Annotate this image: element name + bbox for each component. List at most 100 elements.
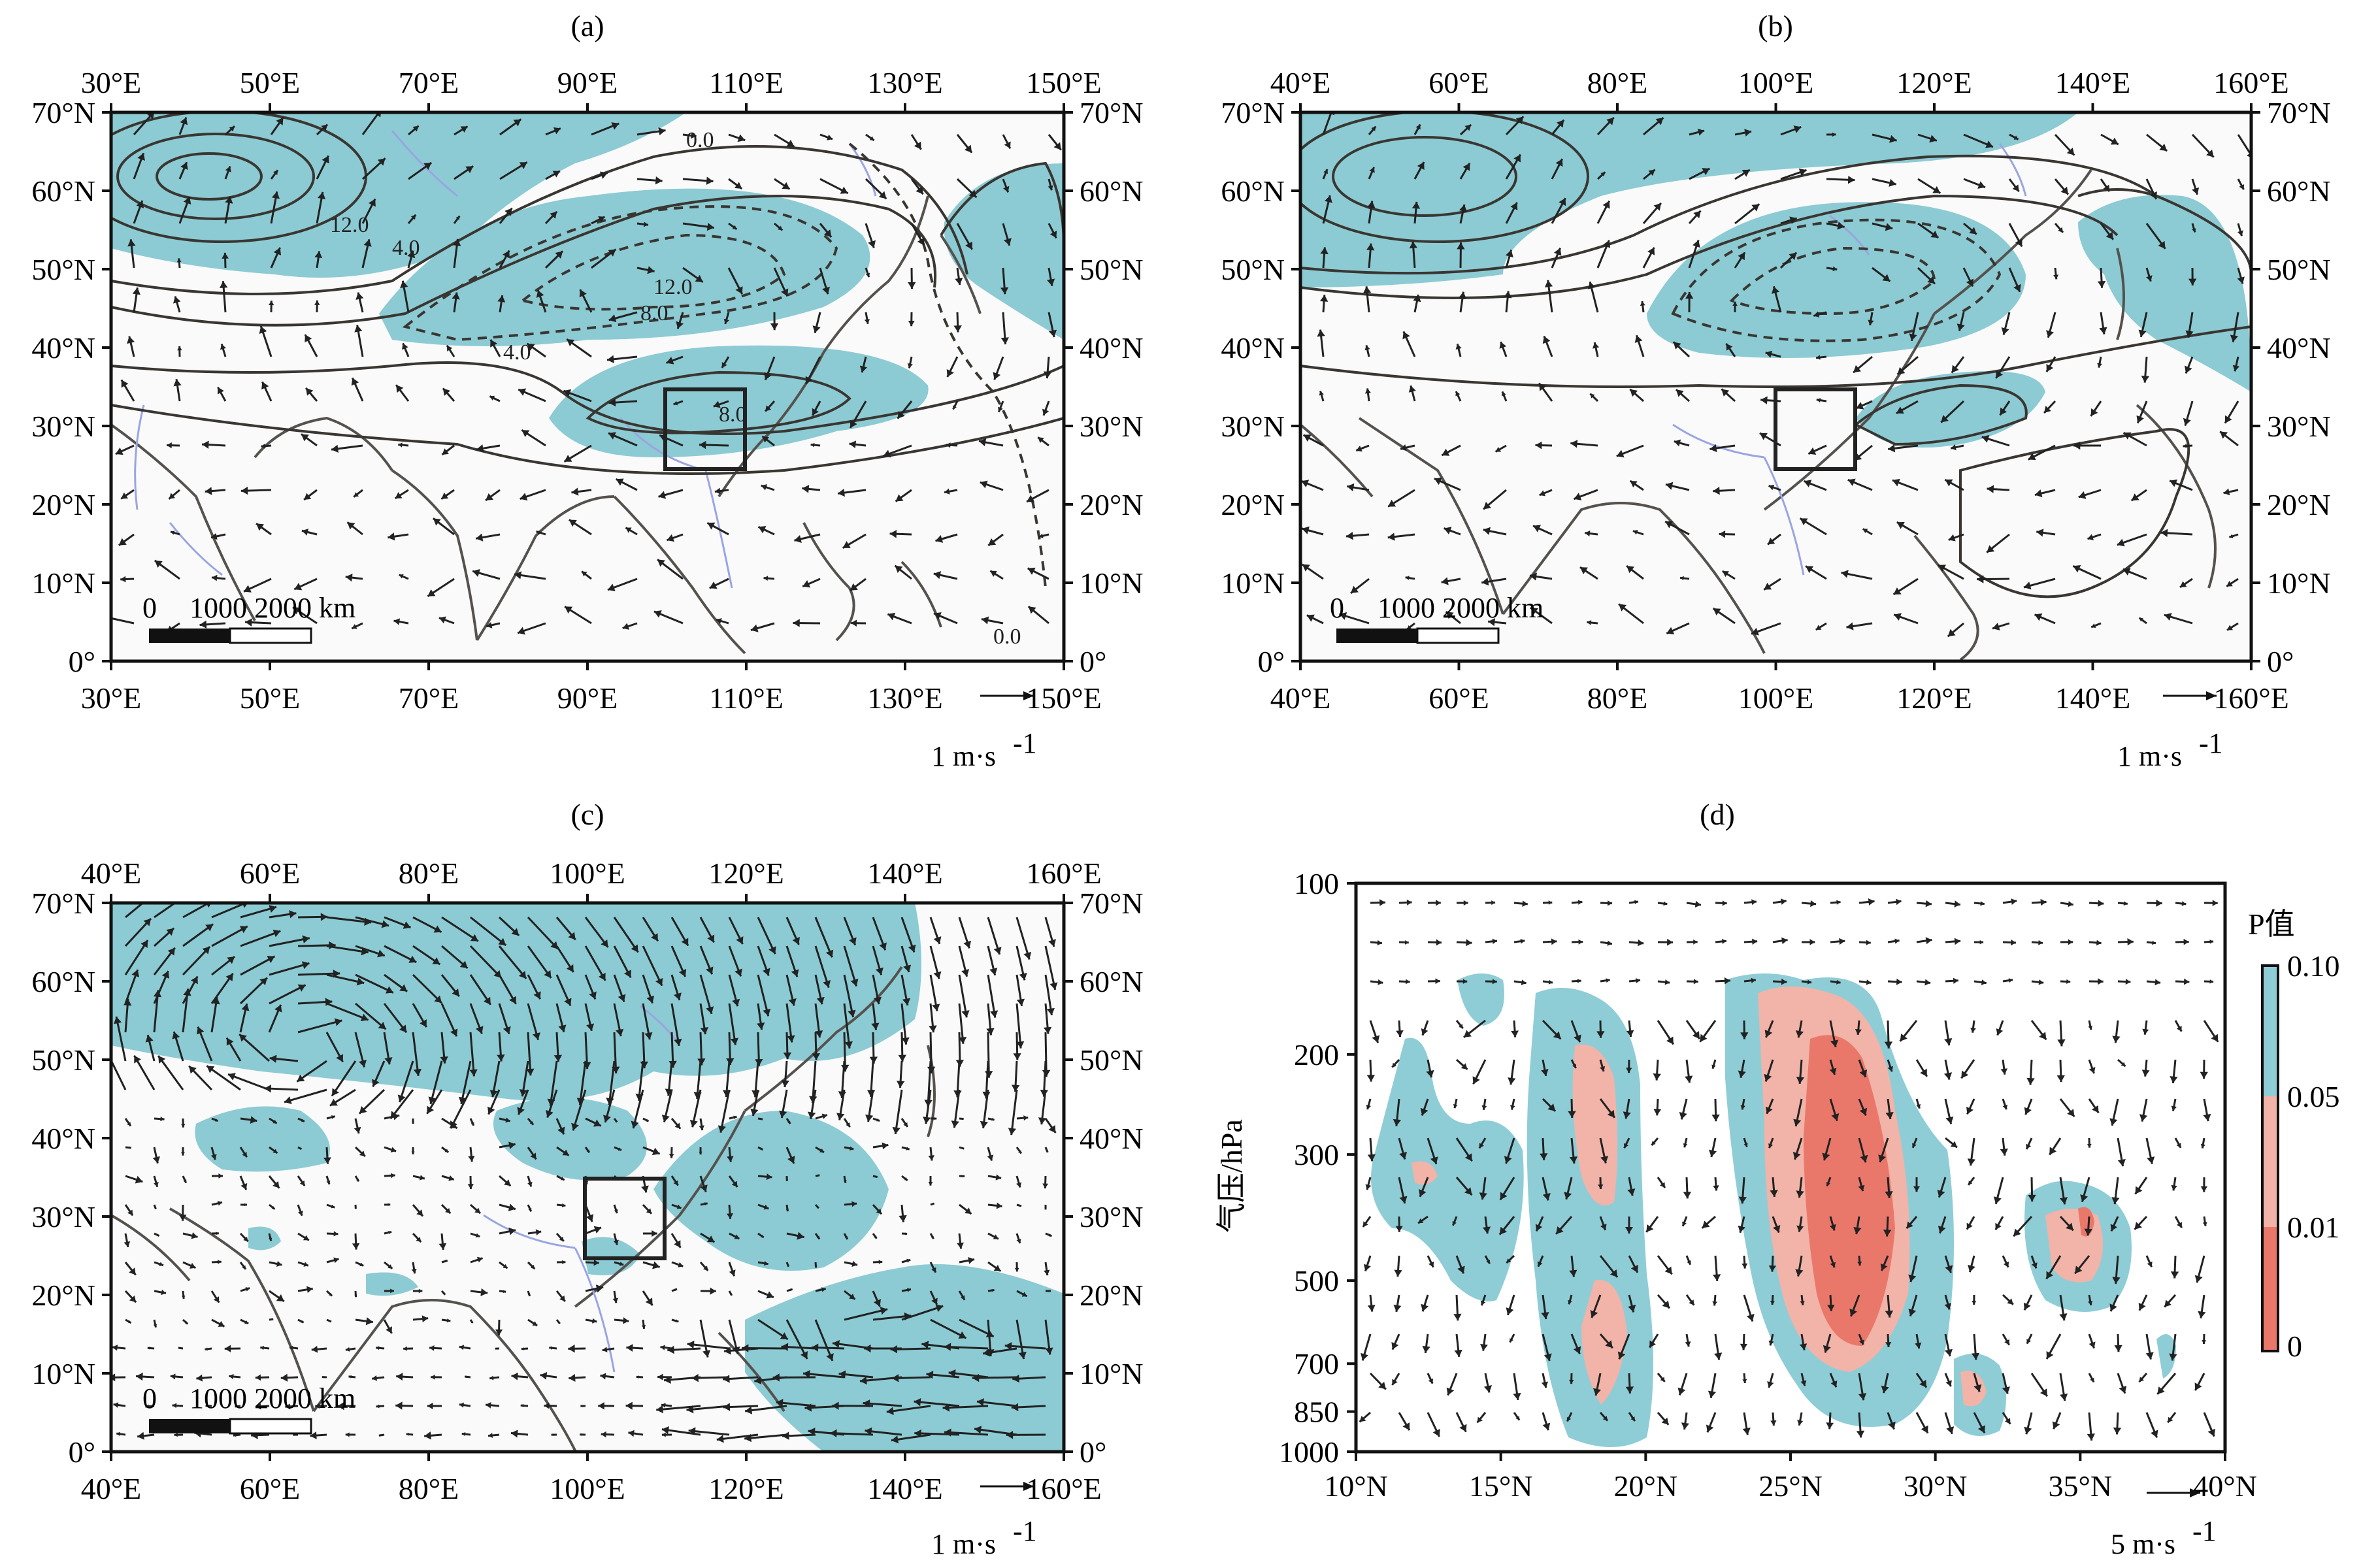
wind-vector-head — [431, 1374, 435, 1380]
wind-vector-head — [760, 1147, 763, 1151]
lat-tick-label-left: 30°N — [31, 1200, 95, 1233]
wind-vector-head — [132, 287, 140, 295]
wind-vector-head — [1402, 331, 1410, 340]
wind-vector-head — [269, 301, 274, 306]
wind-vector-head — [1626, 1030, 1634, 1037]
wind-vector-head — [2181, 901, 2187, 906]
wind-vector-head — [1985, 140, 1993, 148]
wind-vector-head — [898, 1054, 906, 1062]
wind-vector-head — [434, 995, 442, 1004]
wind-vector-head — [2024, 1426, 2032, 1435]
wind-vector-head — [411, 1268, 417, 1274]
wind-vector-head — [598, 1402, 604, 1410]
lat-tick-label-left: 60°N — [1221, 174, 1285, 208]
wind-vector-head — [301, 961, 310, 970]
wind-vector-head — [489, 395, 495, 401]
wind-vector-head — [293, 607, 301, 615]
wind-vector-head — [944, 1343, 951, 1351]
wind-vector-head — [427, 1105, 435, 1114]
wind-vector-head — [1623, 1111, 1631, 1119]
wind-vector-head — [1970, 1027, 1976, 1033]
wind-vector-head — [660, 1345, 665, 1350]
wind-vector — [716, 1433, 759, 1441]
wind-vector-head — [1444, 527, 1452, 534]
wind-vector-head — [944, 488, 950, 495]
wind-vector-head — [210, 1154, 217, 1160]
wind-vector-head — [178, 1347, 180, 1350]
wind-vector-head — [619, 1262, 624, 1266]
wind-vector-head — [953, 405, 957, 410]
wind-vector-head — [1553, 1031, 1561, 1039]
wind-vector-head — [1712, 1274, 1721, 1281]
wind-vector-head — [1539, 383, 1547, 391]
lat-tick-label-left: 50°N — [31, 253, 95, 286]
wind-vector-head — [667, 1345, 674, 1354]
wind-vector-head — [489, 1090, 498, 1098]
lon-tick-label-bottom: 40°E — [81, 1472, 142, 1505]
svg-text:1 m·s: 1 m·s — [2117, 740, 2182, 772]
wind-vector-head — [980, 1120, 989, 1128]
wind-vector-head — [245, 618, 252, 627]
wind-vector-head — [1859, 1070, 1868, 1077]
wind-vector-head — [750, 624, 759, 632]
wind-vector-head — [968, 1256, 975, 1264]
wind-vector-head — [1499, 342, 1507, 349]
wind-vector-head — [1947, 629, 1956, 637]
wind-vector-head — [1732, 301, 1738, 306]
wind-vector-head — [1722, 571, 1729, 578]
wind-vector-head — [124, 1241, 131, 1247]
wind-vector — [1015, 917, 1031, 960]
wind-vector-head — [2139, 1377, 2144, 1382]
wind-vector-head — [1764, 582, 1772, 590]
wind-vector-head — [1436, 900, 1441, 906]
wind-vector-head — [189, 1262, 196, 1269]
wind-vector-head — [1800, 518, 1808, 526]
wind-vector — [284, 1088, 327, 1103]
wind-vector-head — [1459, 204, 1467, 212]
wind-vector-head — [1719, 530, 1726, 538]
wind-vector-head — [1969, 227, 1977, 235]
wind-vector-head — [337, 1401, 344, 1411]
wind-vector-head — [1859, 1107, 1868, 1116]
wind-vector-head — [276, 117, 284, 125]
wind-vector-head — [1889, 178, 1896, 187]
lat-tick-label-right: 10°N — [1080, 566, 1144, 600]
lat-tick-label-right: 50°N — [1080, 1043, 1144, 1077]
wind-vector-head — [427, 1402, 433, 1410]
wind-vector-head — [2183, 444, 2187, 449]
wind-vector-head — [299, 1147, 302, 1149]
wind-vector — [1015, 1003, 1022, 1049]
wind-vector-head — [1882, 274, 1890, 282]
wind-vector — [757, 974, 770, 1017]
wind-vector-head — [428, 1096, 437, 1104]
wind-vector-head — [1319, 295, 1329, 302]
wind-vector-head — [618, 1147, 621, 1151]
wind-vector-head — [1752, 938, 1758, 945]
wind-vector-head — [1590, 1310, 1598, 1318]
wind-vector-head — [758, 526, 767, 534]
wind-vector-head — [993, 947, 1002, 955]
lon-tick-label-top: 40°E — [81, 857, 142, 890]
wind-vector-head — [1602, 1416, 1608, 1421]
wind-vector-head — [873, 1299, 881, 1307]
wind-vector-head — [167, 947, 175, 956]
wind-vector-head — [124, 998, 132, 1006]
wind-vector-head — [797, 1232, 804, 1240]
lon-tick-label-bottom: 40°E — [1270, 681, 1331, 715]
wind-vector-head — [2117, 1158, 2126, 1167]
wind-vector-head — [2203, 1113, 2211, 1122]
panel-d: (d) — [1215, 798, 2340, 1560]
wind-vector-head — [1887, 1066, 1894, 1072]
wind-vector-head — [2170, 1271, 2179, 1279]
wind-vector-head — [2075, 1266, 2083, 1274]
wind-vector-head — [191, 1232, 198, 1239]
lat-tick-label-left: 40°N — [1221, 331, 1285, 365]
wind-vector-head — [1366, 243, 1375, 251]
wind-vector-head — [269, 905, 276, 913]
wind-vector-head — [273, 170, 278, 175]
wind-vector-head — [1483, 502, 1491, 510]
wind-vector-head — [1764, 1030, 1773, 1037]
wind-vector-head — [408, 955, 417, 963]
wind-vector-head — [788, 998, 797, 1006]
